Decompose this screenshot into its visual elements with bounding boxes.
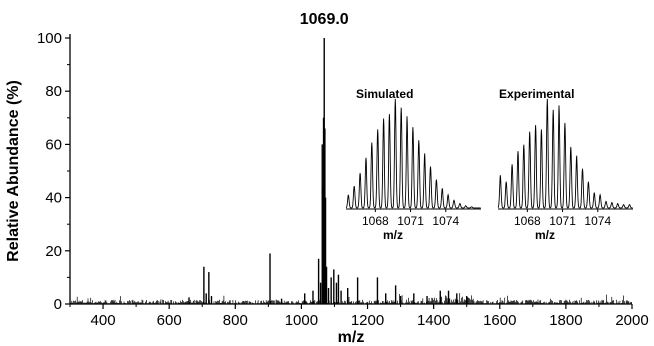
inset-x-tick-label: 1071 — [549, 214, 576, 228]
y-tick-label: 60 — [45, 136, 62, 153]
inset-title: Simulated — [356, 87, 413, 101]
x-tick-label: 1600 — [483, 312, 516, 329]
inset-x-tick-label: 1074 — [584, 214, 611, 228]
inset-x-tick-label: 1068 — [362, 214, 389, 228]
x-tick-label: 600 — [157, 312, 182, 329]
x-tick-label: 1000 — [285, 312, 318, 329]
x-tick-label: 1800 — [549, 312, 582, 329]
isotope-profile — [345, 98, 481, 209]
isotope-inset: 1068 1071 1074 Simulated m/z — [345, 87, 481, 242]
spectrum-trace — [70, 38, 632, 304]
y-tick-label: 80 — [45, 83, 62, 100]
y-axis-title: Relative Abundance (%) — [5, 80, 22, 262]
inset-x-axis-title: m/z — [383, 228, 403, 242]
isotope-inset: 1068 1071 1074 Experimental m/z — [497, 87, 633, 242]
isotope-profile — [497, 98, 633, 209]
x-tick-label: 1400 — [417, 312, 450, 329]
x-tick-label: 1200 — [351, 312, 384, 329]
y-tick-label: 40 — [45, 190, 62, 207]
x-tick-label: 400 — [91, 312, 116, 329]
base-peak-label: 1069.0 — [300, 11, 349, 28]
inset-x-axis-title: m/z — [535, 228, 555, 242]
baseline-noise — [70, 293, 632, 304]
inset-x-tick-label: 1071 — [397, 214, 424, 228]
main-axes: 400 600 800 1000 1200 1400 1600 1800 2000 0 20 40 60… — [37, 30, 649, 329]
y-tick-label: 20 — [45, 243, 62, 260]
y-tick-label: 100 — [37, 30, 62, 47]
x-tick-label: 2000 — [615, 312, 648, 329]
inset-title: Experimental — [499, 87, 574, 101]
inset-x-tick-label: 1074 — [432, 214, 459, 228]
y-tick-label: 0 — [54, 296, 62, 313]
x-tick-label: 800 — [223, 312, 248, 329]
x-axis-title: m/z — [338, 329, 365, 346]
inset-x-tick-label: 1068 — [514, 214, 541, 228]
